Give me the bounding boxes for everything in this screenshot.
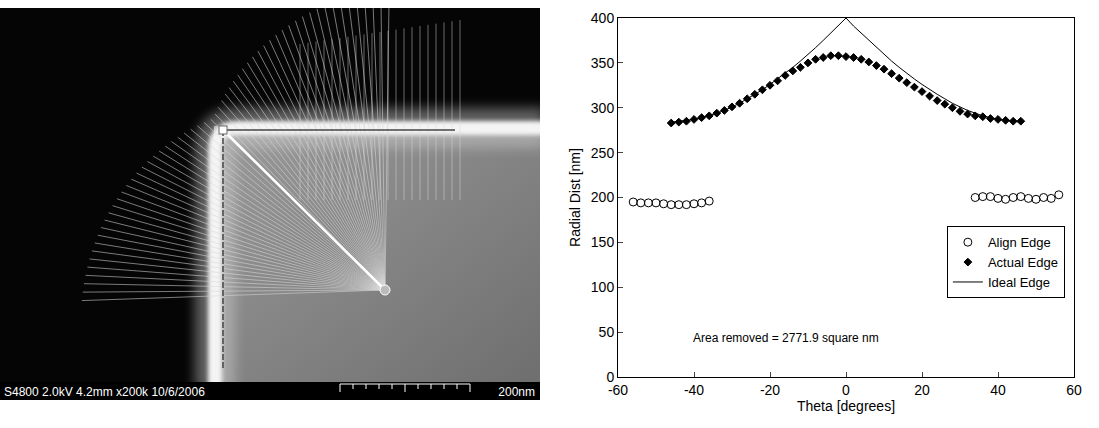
svg-text:Align Edge: Align Edge — [988, 235, 1051, 250]
svg-text:0: 0 — [606, 369, 614, 385]
svg-text:0: 0 — [842, 382, 850, 398]
svg-text:200nm: 200nm — [498, 385, 535, 399]
svg-text:Radial Dist [nm]: Radial Dist [nm] — [567, 148, 583, 247]
svg-text:300: 300 — [591, 100, 615, 116]
svg-text:20: 20 — [914, 382, 930, 398]
svg-text:Actual Edge: Actual Edge — [988, 255, 1058, 270]
svg-text:-40: -40 — [684, 382, 704, 398]
svg-text:-60: -60 — [608, 382, 628, 398]
svg-text:60: 60 — [1066, 382, 1082, 398]
svg-text:250: 250 — [591, 145, 615, 161]
svg-text:350: 350 — [591, 55, 615, 71]
svg-text:400: 400 — [591, 10, 615, 26]
svg-text:Theta [degrees]: Theta [degrees] — [797, 398, 895, 414]
svg-text:S4800 2.0kV 4.2mm x200k 10/6/2: S4800 2.0kV 4.2mm x200k 10/6/2006 — [4, 385, 205, 399]
svg-text:100: 100 — [591, 279, 615, 295]
svg-text:Ideal Edge: Ideal Edge — [988, 275, 1050, 290]
svg-text:-20: -20 — [760, 382, 780, 398]
svg-text:50: 50 — [599, 324, 615, 340]
svg-text:Area removed = 2771.9 square n: Area removed = 2771.9 square nm — [693, 331, 879, 345]
svg-text:40: 40 — [990, 382, 1006, 398]
svg-text:200: 200 — [591, 189, 615, 205]
svg-text:150: 150 — [591, 234, 615, 250]
